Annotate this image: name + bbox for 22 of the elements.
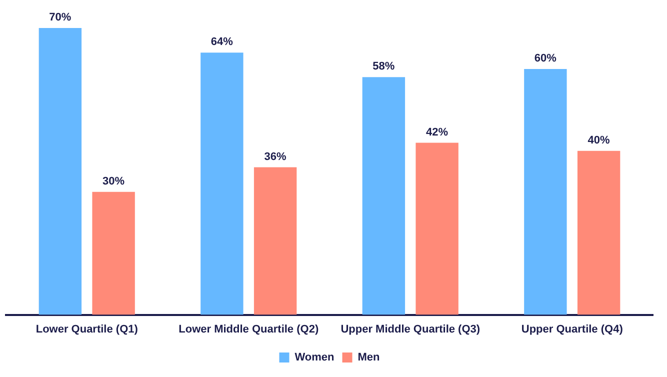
data-label: 60% bbox=[534, 52, 557, 65]
data-label: 70% bbox=[49, 12, 72, 24]
data-label: 30% bbox=[102, 175, 125, 188]
legend-label: Women bbox=[294, 352, 335, 364]
data-label: 42% bbox=[426, 126, 448, 138]
x-tick-label: Lower Middle Quartile (Q2) bbox=[178, 323, 319, 336]
bar bbox=[92, 192, 135, 315]
bar bbox=[200, 52, 244, 315]
bar bbox=[254, 167, 297, 315]
data-label: 40% bbox=[588, 134, 610, 146]
bar bbox=[362, 77, 406, 315]
bar bbox=[38, 28, 82, 315]
data-label: 64% bbox=[210, 36, 234, 48]
x-tick-label: Upper Quartile (Q4) bbox=[521, 323, 624, 336]
bar bbox=[577, 150, 620, 315]
x-tick-label: Upper Middle Quartile (Q3) bbox=[340, 323, 480, 336]
bar bbox=[416, 142, 458, 315]
data-label: 58% bbox=[372, 60, 395, 73]
x-tick-label: Lower Quartile (Q1) bbox=[36, 323, 138, 336]
legend-label: Men bbox=[358, 352, 380, 364]
bar bbox=[524, 68, 567, 315]
data-label: 36% bbox=[264, 150, 287, 163]
